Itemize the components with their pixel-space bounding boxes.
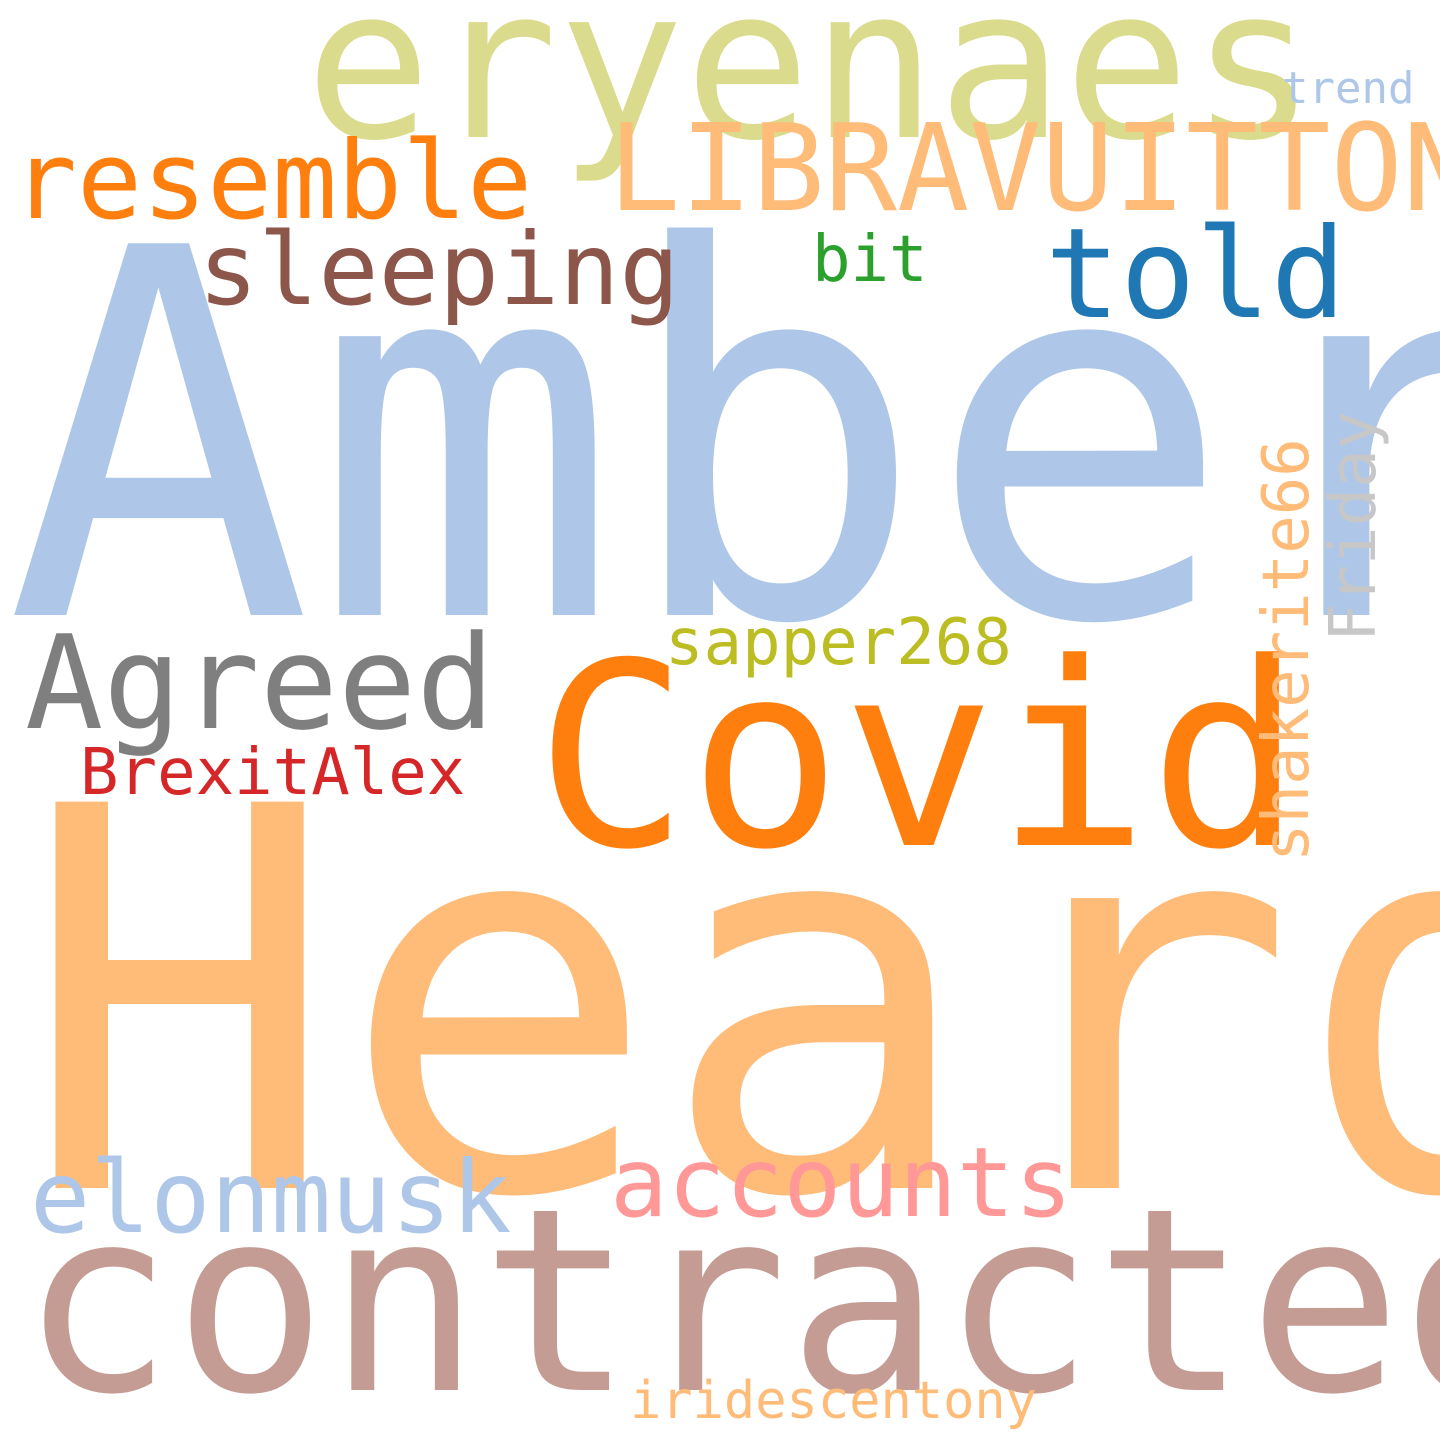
word-elonmusk: elonmusk [30, 1139, 512, 1256]
word-friday: Friday [1317, 410, 1391, 642]
word-covid: Covid [535, 609, 1303, 906]
word-told: told [1045, 202, 1347, 347]
word-brexitalex: BrexitAlex [80, 736, 466, 810]
word-heard: Heard [20, 696, 1440, 1313]
word-bit: bit [812, 223, 928, 297]
word-amber: Amber [5, 143, 1440, 736]
word-libravuitton: LIBRAVUITTON [608, 100, 1440, 239]
word-iridescentony: iridescentony [630, 1371, 1037, 1431]
word-trend: trend [1282, 63, 1415, 114]
word-sleeping: sleeping [198, 211, 680, 328]
word-shakerite66: shakerite66 [1250, 438, 1324, 862]
word-sapper268: sapper268 [665, 606, 1012, 680]
word-agreed: Agreed [25, 607, 495, 759]
word-eryenaes: eryenaes [305, 0, 1317, 187]
word-contracted: contracted [20, 1154, 1440, 1440]
word-resemble: resemble [12, 119, 533, 244]
word-accounts: accounts [610, 1127, 1073, 1239]
